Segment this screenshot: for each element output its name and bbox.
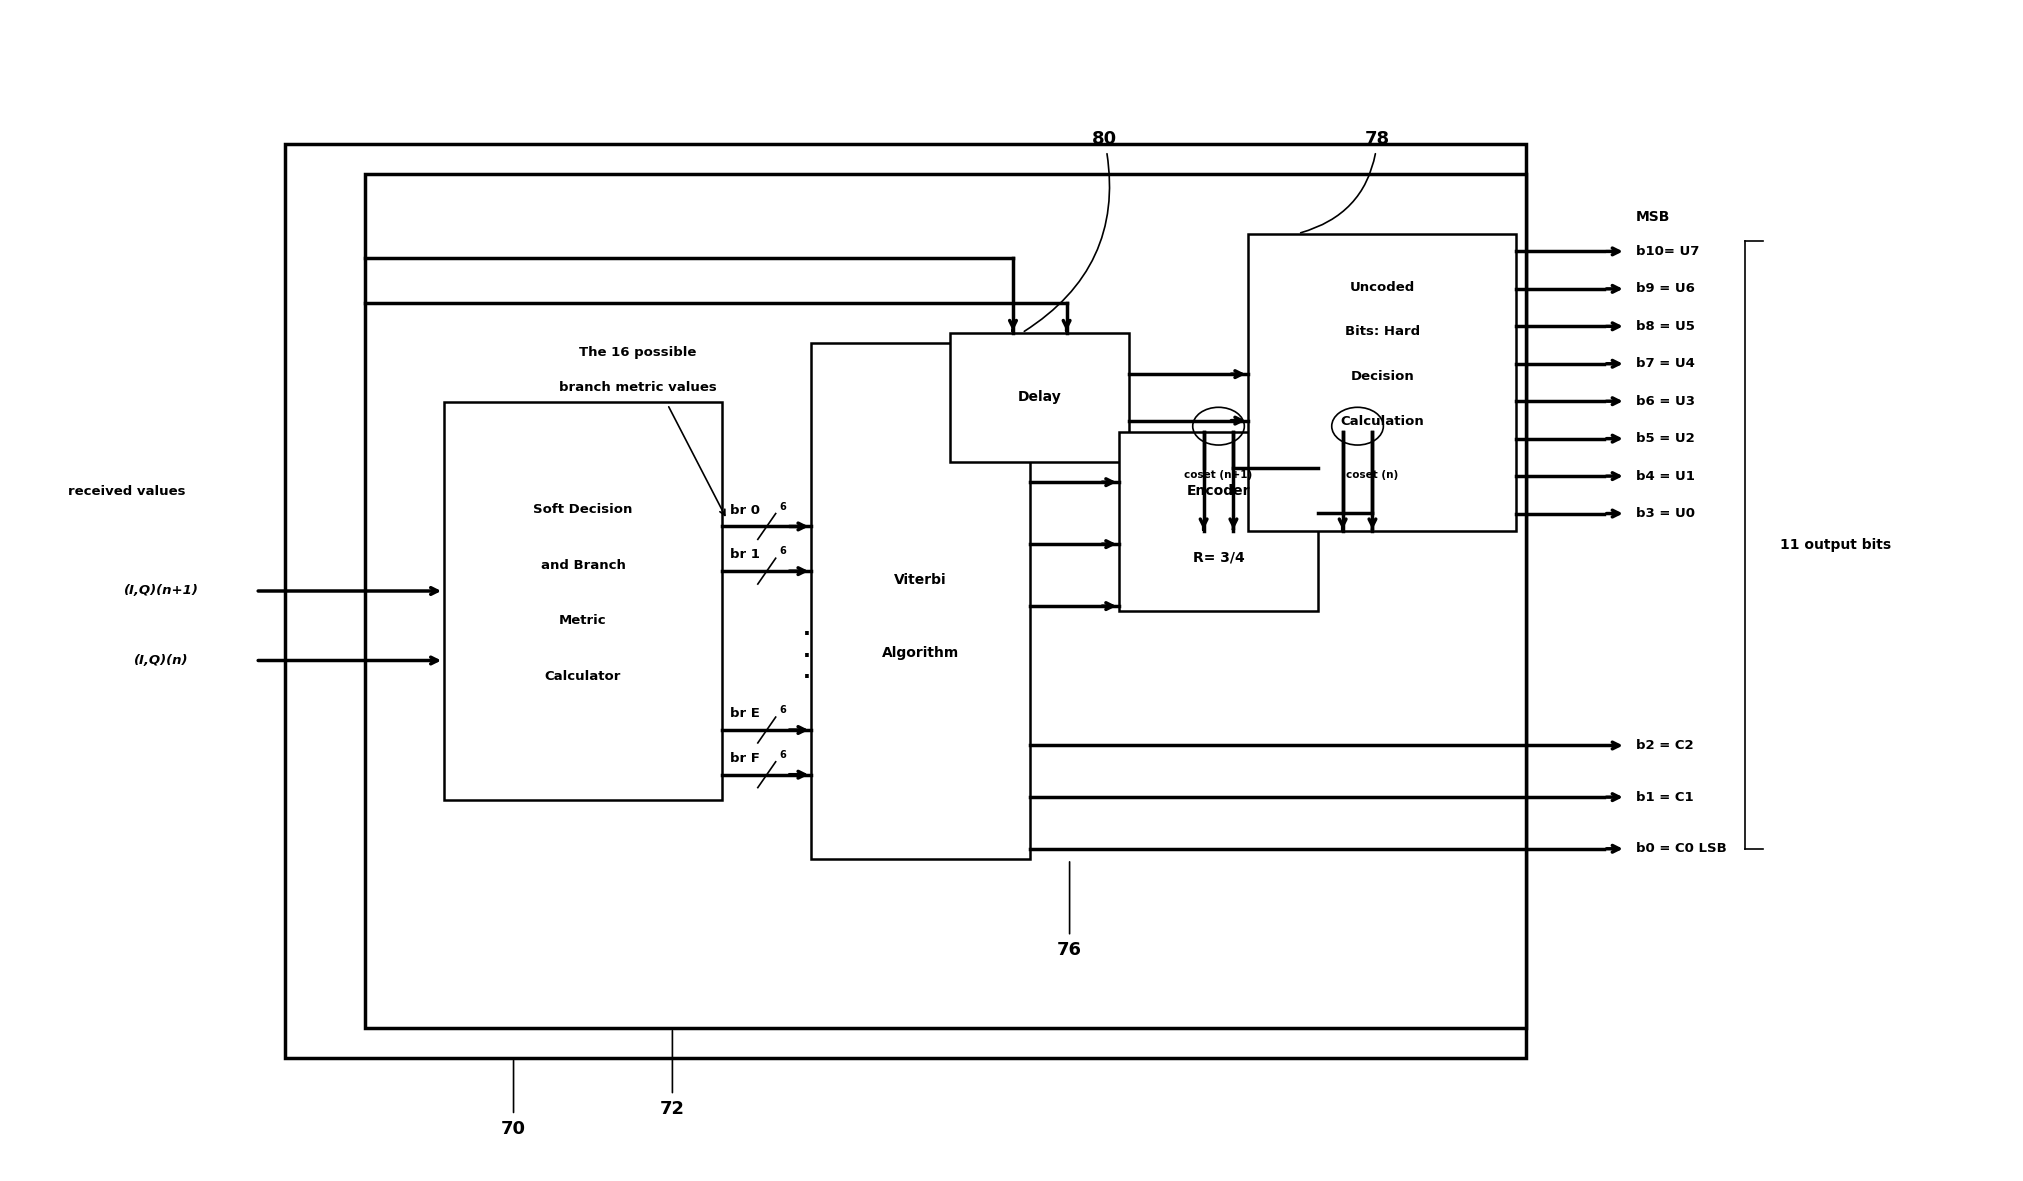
Text: Calculation: Calculation — [1341, 415, 1424, 428]
Text: The 16 possible: The 16 possible — [579, 346, 696, 359]
Text: Uncoded: Uncoded — [1349, 281, 1414, 294]
Text: 72: 72 — [659, 1101, 686, 1118]
Text: br 1: br 1 — [730, 548, 761, 561]
Text: br F: br F — [730, 752, 761, 765]
Text: Soft Decision: Soft Decision — [534, 503, 633, 516]
Text: 6: 6 — [779, 750, 787, 759]
Text: branch metric values: branch metric values — [558, 381, 716, 394]
Text: b10= U7: b10= U7 — [1635, 244, 1699, 257]
Text: 6: 6 — [779, 502, 787, 511]
Text: 6: 6 — [779, 705, 787, 716]
Text: br E: br E — [730, 707, 761, 720]
Text: (I,Q)(n+1): (I,Q)(n+1) — [123, 585, 198, 598]
Text: br 0: br 0 — [730, 503, 761, 516]
Text: MSB: MSB — [1635, 210, 1669, 223]
Text: R= 3/4: R= 3/4 — [1194, 550, 1244, 565]
Text: 6: 6 — [779, 547, 787, 556]
Text: 11 output bits: 11 output bits — [1780, 539, 1892, 553]
Text: b8 = U5: b8 = U5 — [1635, 320, 1695, 333]
Text: coset (n): coset (n) — [1347, 470, 1398, 479]
Text: and Branch: and Branch — [540, 559, 625, 572]
Text: Metric: Metric — [558, 614, 607, 627]
Text: b0 = C0 LSB: b0 = C0 LSB — [1635, 842, 1726, 855]
Text: Algorithm: Algorithm — [882, 646, 959, 659]
Text: Bits: Hard: Bits: Hard — [1345, 325, 1420, 338]
Text: b7 = U4: b7 = U4 — [1635, 358, 1695, 371]
FancyBboxPatch shape — [951, 333, 1129, 462]
Text: .: . — [803, 663, 811, 683]
Text: received values: received values — [67, 485, 184, 498]
Text: b4 = U1: b4 = U1 — [1635, 470, 1695, 483]
Text: 76: 76 — [1058, 941, 1082, 959]
Text: Decision: Decision — [1351, 370, 1414, 383]
Text: .: . — [803, 640, 811, 660]
FancyBboxPatch shape — [364, 174, 1525, 1027]
Text: b3 = U0: b3 = U0 — [1635, 507, 1695, 520]
Text: Calculator: Calculator — [544, 670, 621, 683]
Text: b5 = U2: b5 = U2 — [1635, 432, 1695, 445]
Text: b9 = U6: b9 = U6 — [1635, 282, 1695, 295]
Text: .: . — [803, 619, 811, 639]
Text: 70: 70 — [502, 1120, 526, 1138]
Text: Viterbi: Viterbi — [894, 573, 947, 587]
FancyBboxPatch shape — [1248, 234, 1517, 531]
FancyBboxPatch shape — [443, 403, 722, 800]
Text: 80: 80 — [1024, 130, 1117, 332]
Text: b1 = C1: b1 = C1 — [1635, 790, 1693, 803]
Text: b6 = U3: b6 = U3 — [1635, 394, 1695, 407]
Text: coset (n+1): coset (n+1) — [1183, 470, 1252, 479]
Text: (I,Q)(n): (I,Q)(n) — [134, 654, 188, 667]
Text: 78: 78 — [1301, 130, 1390, 233]
Text: Delay: Delay — [1018, 391, 1062, 404]
FancyBboxPatch shape — [1119, 432, 1317, 611]
FancyBboxPatch shape — [285, 144, 1525, 1058]
Text: b2 = C2: b2 = C2 — [1635, 739, 1693, 752]
Text: Encoder: Encoder — [1188, 484, 1250, 498]
FancyBboxPatch shape — [811, 342, 1030, 859]
